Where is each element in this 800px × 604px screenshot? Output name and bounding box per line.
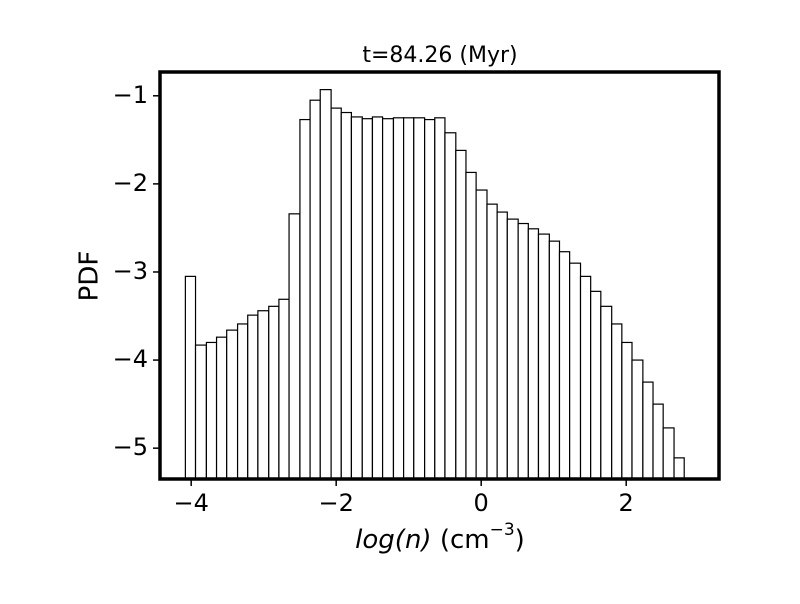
x-tick-label: 0 [474, 489, 489, 517]
bar [236, 323, 249, 480]
x-label-part: (cm [432, 525, 490, 555]
bar [215, 336, 228, 480]
frame [158, 70, 721, 481]
bar [340, 111, 353, 480]
bar [205, 341, 218, 480]
y-tick-label: −2 [113, 169, 148, 197]
bar [600, 305, 613, 480]
bar [226, 329, 239, 480]
bar [465, 171, 477, 480]
bar [579, 275, 592, 480]
bar [413, 117, 426, 480]
bar [194, 344, 208, 480]
x-tick-label: −4 [173, 489, 208, 517]
bar [247, 314, 259, 480]
bar [631, 359, 644, 480]
bar [506, 218, 519, 480]
bar [662, 427, 675, 480]
bar [517, 222, 529, 480]
bar [548, 240, 561, 480]
x-label-part: log(n) [355, 525, 431, 555]
bar [184, 275, 197, 480]
bar [475, 189, 488, 480]
bar [590, 290, 602, 480]
bar [434, 117, 446, 480]
bar [371, 116, 384, 480]
bar [403, 117, 415, 480]
bar [673, 457, 685, 480]
y-tick-label: −5 [113, 433, 148, 461]
bar [444, 132, 457, 480]
y-tick-label: −4 [113, 345, 148, 373]
bar [330, 107, 342, 480]
y-tick-label: −1 [113, 81, 148, 109]
bar [496, 211, 508, 480]
bar [558, 251, 571, 480]
bar [299, 118, 311, 480]
x-label-part: −3 [490, 520, 515, 540]
bar [486, 203, 498, 480]
bar [319, 89, 332, 480]
x-axis-label: log(n) (cm−3) [355, 520, 525, 555]
x-tick-label: 2 [619, 489, 634, 517]
y-tick-label: −3 [113, 257, 148, 285]
bar [537, 233, 550, 480]
x-label-part: ) [515, 525, 525, 555]
bar [278, 298, 290, 480]
bar [268, 305, 280, 480]
bar [392, 117, 405, 480]
bar [381, 118, 395, 480]
chart-title: t=84.26 (Myr) [362, 43, 517, 68]
bar [455, 149, 467, 480]
bar [309, 99, 321, 480]
y-axis-label: PDF [75, 251, 105, 302]
bar [569, 262, 582, 480]
bar [527, 228, 540, 480]
bar [361, 118, 374, 480]
x-tick-label: −2 [318, 489, 353, 517]
bar [652, 403, 664, 480]
bar [288, 213, 301, 480]
bar [611, 323, 623, 480]
bar [350, 116, 363, 480]
plot-area [184, 89, 685, 480]
bar [424, 118, 436, 480]
bar [621, 341, 633, 480]
bar [642, 381, 654, 480]
bar [257, 310, 270, 480]
